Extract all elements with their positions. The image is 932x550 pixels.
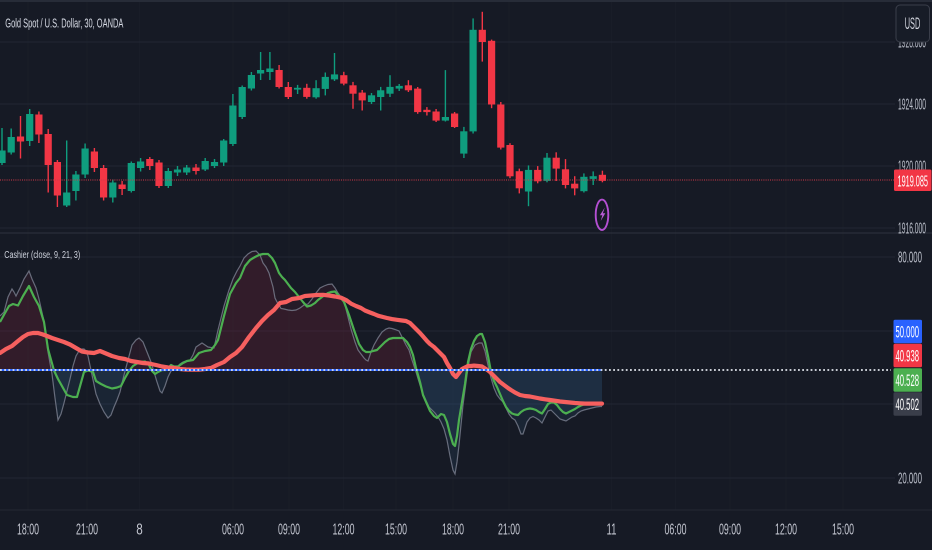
svg-text:40.528: 40.528 — [896, 371, 920, 390]
svg-text:40.938: 40.938 — [896, 347, 920, 366]
svg-text:18:00: 18:00 — [442, 522, 464, 539]
svg-text:11: 11 — [607, 522, 617, 539]
svg-text:50.000: 50.000 — [896, 323, 920, 342]
svg-text:09:00: 09:00 — [719, 522, 741, 539]
svg-text:06:00: 06:00 — [665, 522, 687, 539]
svg-text:15:00: 15:00 — [832, 522, 854, 539]
svg-text:1916.000: 1916.000 — [898, 221, 926, 238]
svg-text:1924.000: 1924.000 — [898, 97, 926, 114]
svg-text:80.000: 80.000 — [898, 250, 922, 267]
svg-text:Gold Spot / U.S. Dollar, 30, O: Gold Spot / U.S. Dollar, 30, OANDA — [5, 17, 123, 31]
svg-text:Cashier (close, 9, 21, 3): Cashier (close, 9, 21, 3) — [4, 250, 80, 261]
svg-text:20.000: 20.000 — [898, 471, 922, 488]
svg-text:12:00: 12:00 — [333, 522, 355, 539]
svg-text:18:00: 18:00 — [17, 522, 39, 539]
svg-text:06:00: 06:00 — [222, 522, 244, 539]
svg-text:09:00: 09:00 — [278, 522, 300, 539]
svg-text:12:00: 12:00 — [775, 522, 797, 539]
svg-text:15:00: 15:00 — [385, 522, 407, 539]
svg-text:40.502: 40.502 — [896, 395, 920, 414]
svg-text:1919.085: 1919.085 — [898, 174, 929, 191]
svg-text:USD: USD — [905, 14, 921, 33]
svg-text:21:00: 21:00 — [498, 522, 520, 539]
svg-text:8: 8 — [136, 522, 143, 539]
svg-text:21:00: 21:00 — [76, 522, 98, 539]
